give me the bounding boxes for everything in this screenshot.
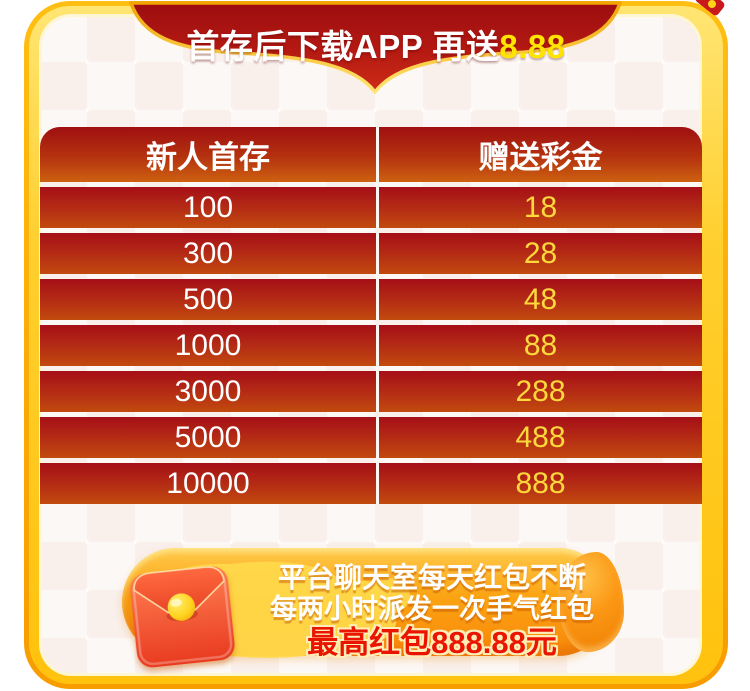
bonus-value: 888 <box>515 466 566 500</box>
header-bonus: 赠送彩金 <box>478 140 603 175</box>
deposit-value: 10000 <box>40 463 379 504</box>
table-row: 5000 488 <box>40 417 702 458</box>
bonus-value: 488 <box>515 420 566 454</box>
promo-highlight-line: 最高红包888.88元 <box>307 625 557 660</box>
red-envelope-icon <box>130 566 235 668</box>
table-row: 1000 88 <box>40 325 702 366</box>
deposit-value: 3000 <box>40 371 379 412</box>
page-title-text: 首存后下载APP 再送 <box>186 28 500 65</box>
orange-blob-decoration <box>558 552 624 652</box>
bonus-value: 88 <box>523 328 558 362</box>
promo-line-1: 平台聊天室每天红包不断 <box>277 562 586 593</box>
page-title: 首存后下载APP 再送8.88 <box>24 20 728 68</box>
bonus-value: 18 <box>523 190 558 224</box>
header-deposit: 新人首存 <box>40 127 379 182</box>
page-title-highlight: 8.88 <box>499 28 566 65</box>
promo-line-2: 每两小时派发一次手气红包 <box>270 594 594 624</box>
table-header-row: 新人首存 赠送彩金 <box>40 127 702 182</box>
ribbon-banner-shape <box>129 1 622 94</box>
bonus-value: 48 <box>523 282 558 316</box>
deposit-value: 5000 <box>40 417 379 458</box>
deposit-value: 1000 <box>40 325 379 366</box>
table-row: 300 28 <box>40 233 702 274</box>
deposit-bonus-table: 新人首存 赠送彩金 100 18 300 28 500 48 1000 88 3… <box>40 127 702 504</box>
corner-dot-decoration <box>708 0 716 8</box>
deposit-value: 100 <box>40 187 379 228</box>
table-row: 100 18 <box>40 187 702 228</box>
bonus-value: 288 <box>515 374 566 408</box>
bonus-value: 28 <box>523 236 558 270</box>
table-row: 3000 288 <box>40 371 702 412</box>
deposit-value: 300 <box>40 233 379 274</box>
table-row: 500 48 <box>40 279 702 320</box>
deposit-value: 500 <box>40 279 379 320</box>
table-row: 10000 888 <box>40 463 702 504</box>
